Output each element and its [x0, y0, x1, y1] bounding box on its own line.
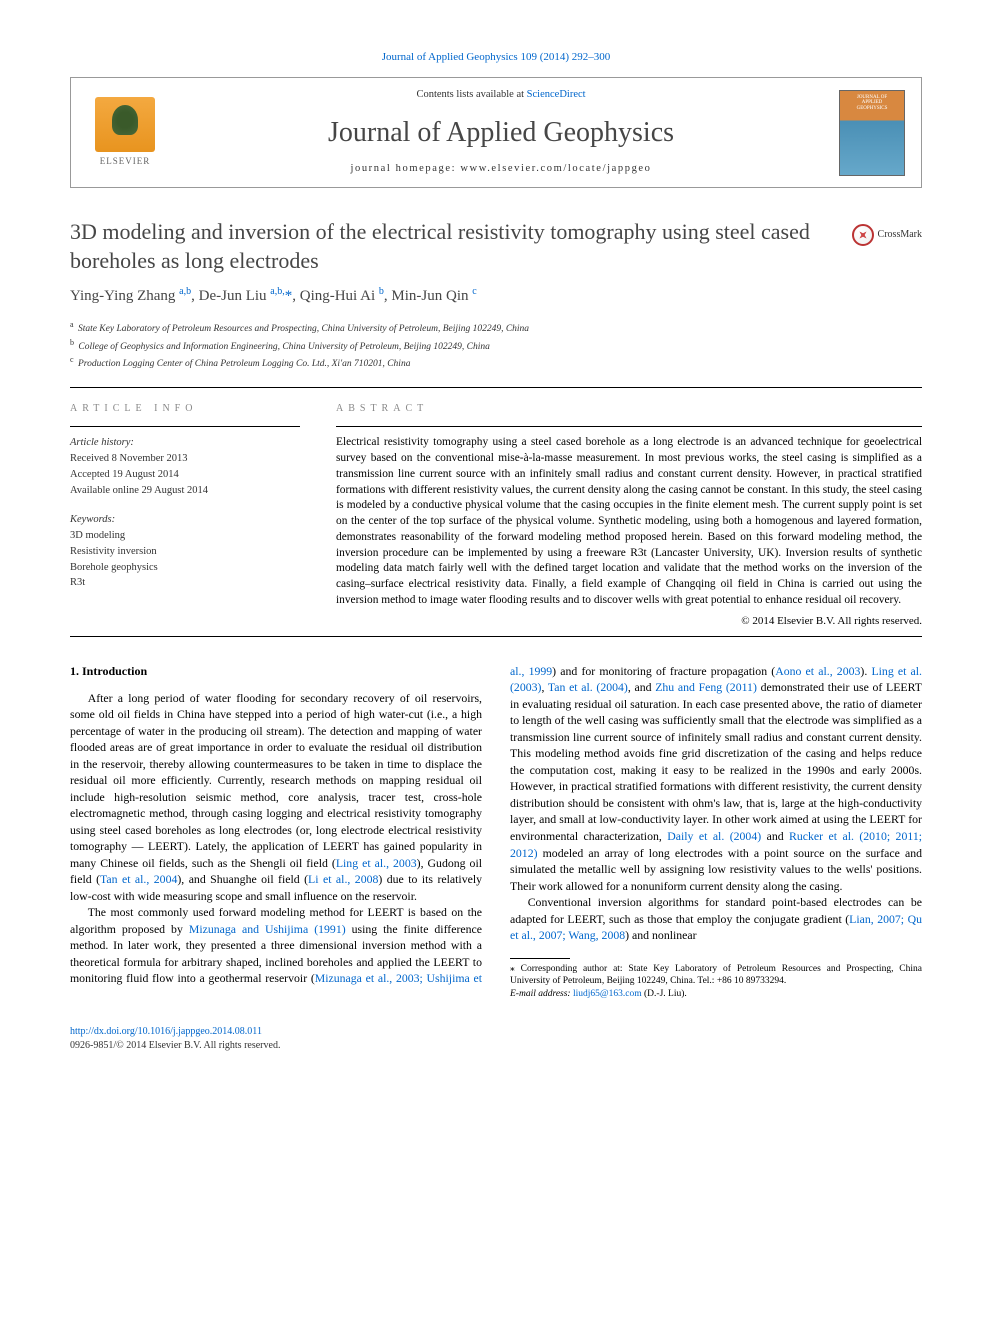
journal-header-box: ELSEVIER Contents lists available at Sci…	[70, 77, 922, 188]
received-date: Received 8 November 2013	[70, 451, 300, 467]
doi-link[interactable]: http://dx.doi.org/10.1016/j.jappgeo.2014…	[70, 1026, 262, 1037]
ref-link-daily-2004[interactable]: Daily et al. (2004)	[667, 829, 761, 843]
journal-homepage-line: journal homepage: www.elsevier.com/locat…	[179, 162, 823, 177]
crossmark-icon	[852, 224, 874, 246]
ref-link-aono-2003[interactable]: Aono et al., 2003	[775, 664, 860, 678]
authors-line: Ying-Ying Zhang a,b, De-Jun Liu a,b,*, Q…	[70, 285, 922, 307]
crossmark-badge[interactable]: CrossMark	[852, 224, 922, 246]
intro-paragraph-3: Conventional inversion algorithms for st…	[510, 894, 922, 944]
ref-link-tan-2004b[interactable]: Tan et al. (2004)	[548, 680, 628, 694]
crossmark-label: CrossMark	[878, 228, 922, 242]
abstract-divider	[336, 426, 922, 427]
affiliation-a: State Key Laboratory of Petroleum Resour…	[78, 324, 529, 334]
citation-line: Journal of Applied Geophysics 109 (2014)…	[70, 50, 922, 65]
footnote-separator	[510, 958, 570, 959]
issn-copyright-line: 0926-9851/© 2014 Elsevier B.V. All right…	[70, 1040, 280, 1051]
affiliation-c: Production Logging Center of China Petro…	[78, 359, 411, 369]
keyword-4: R3t	[70, 575, 300, 591]
article-info-column: article info Article history: Received 8…	[70, 402, 300, 629]
elsevier-tree-icon	[95, 97, 155, 152]
journal-name: Journal of Applied Geophysics	[179, 113, 823, 152]
abstract-column: abstract Electrical resistivity tomograp…	[336, 402, 922, 629]
keyword-3: Borehole geophysics	[70, 560, 300, 576]
ref-link-zhu-2011[interactable]: Zhu and Feng (2011)	[655, 680, 757, 694]
ref-link-li-2008[interactable]: Li et al., 2008	[308, 872, 378, 886]
contents-prefix: Contents lists available at	[416, 89, 526, 100]
ref-link-ling-2003[interactable]: Ling et al., 2003	[336, 856, 417, 870]
info-divider-1	[70, 426, 300, 427]
abstract-label: abstract	[336, 402, 922, 416]
affiliation-b: College of Geophysics and Information En…	[78, 342, 490, 352]
abstract-copyright: © 2014 Elsevier B.V. All rights reserved…	[336, 614, 922, 629]
body-two-column: 1. Introduction After a long period of w…	[70, 663, 922, 1001]
email-link[interactable]: liudj65@163.com	[573, 989, 642, 999]
elsevier-label: ELSEVIER	[100, 155, 151, 168]
sciencedirect-link[interactable]: ScienceDirect	[527, 89, 586, 100]
email-footnote: E-mail address: liudj65@163.com (D.-J. L…	[510, 988, 922, 1001]
abstract-text: Electrical resistivity tomography using …	[336, 435, 922, 608]
page-footer: http://dx.doi.org/10.1016/j.jappgeo.2014…	[70, 1025, 922, 1053]
keyword-2: Resistivity inversion	[70, 544, 300, 560]
ref-link-mizunaga-1991[interactable]: Mizunaga and Ushijima (1991)	[189, 922, 346, 936]
elsevier-logo: ELSEVIER	[87, 91, 163, 175]
article-title: 3D modeling and inversion of the electri…	[70, 218, 832, 275]
article-info-label: article info	[70, 402, 300, 416]
contents-available-line: Contents lists available at ScienceDirec…	[179, 88, 823, 103]
divider-top	[70, 387, 922, 388]
journal-cover-thumbnail: JOURNAL OF APPLIED GEOPHYSICS	[839, 90, 905, 176]
cover-text-3: GEOPHYSICS	[857, 106, 888, 112]
intro-heading: 1. Introduction	[70, 663, 482, 680]
divider-bottom	[70, 636, 922, 637]
intro-paragraph-1: After a long period of water flooding fo…	[70, 690, 482, 905]
keywords-header: Keywords:	[70, 512, 300, 528]
affiliations-block: a State Key Laboratory of Petroleum Reso…	[70, 319, 922, 371]
online-date: Available online 29 August 2014	[70, 483, 300, 499]
corresponding-author-footnote: ⁎ Corresponding author at: State Key Lab…	[510, 963, 922, 989]
history-header: Article history:	[70, 435, 300, 451]
keyword-1: 3D modeling	[70, 528, 300, 544]
accepted-date: Accepted 19 August 2014	[70, 467, 300, 483]
ref-link-tan-2004[interactable]: Tan et al., 2004	[100, 872, 177, 886]
